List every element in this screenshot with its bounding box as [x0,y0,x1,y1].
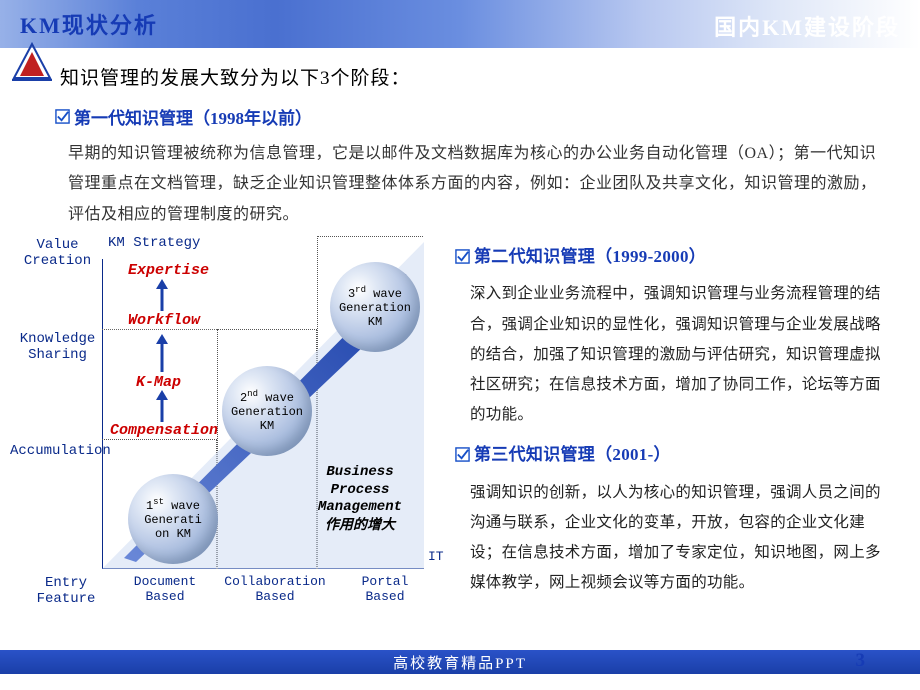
section-body-g1: 早期的知识管理被统称为信息管理，它是以邮件及文档数据库为核心的办公业务自动化管理… [0,135,920,234]
entry-feature-label: EntryFeature [30,576,102,607]
sphere-3: 3rd waveGenerationKM [330,262,420,352]
check-icon [55,109,70,124]
footer-bar: 高校教育精品PPT [0,650,920,674]
x-label-collab: CollaborationBased [220,574,330,604]
check-icon [455,249,470,264]
sphere-1-text: 1st waveGeneration KM [144,497,202,541]
page-number: 3 [856,650,866,672]
check-icon [455,447,470,462]
title-left: KM现状分析 [20,8,158,40]
sphere-3-text: 3rd waveGenerationKM [339,285,411,329]
section-title-g3: 第三代知识管理（2001-） [455,438,890,471]
km-diagram: KM Strategy ValueCreation KnowledgeShari… [10,234,455,609]
section-title-g2: 第二代知识管理（1999-2000） [455,240,890,273]
bpm-label: BusinessProcessManagement作用的增大 [318,464,402,535]
two-columns: KM Strategy ValueCreation KnowledgeShari… [0,234,920,609]
footer-text: 高校教育精品PPT [393,652,527,673]
it-label: IT [428,549,444,564]
sphere-2-text: 2nd waveGenerationKM [231,389,303,433]
y-label-knowledge: KnowledgeSharing [15,332,100,363]
y-label-accum: Accumulation [10,444,100,459]
intro-text: 知识管理的发展大致分为以下3个阶段： [0,48,920,98]
section-title-g1: 第一代知识管理（1998年以前） [55,104,920,129]
section-body-g3: 强调知识的创新，以人为核心的知识管理，强调人员之间的沟通与联系，企业文化的变革，… [470,478,890,599]
slide-header: KM现状分析 国内KM建设阶段 [0,0,920,48]
section-title-text: 第二代知识管理（1999-2000） [474,240,706,273]
right-column: 第二代知识管理（1999-2000） 深入到企业业务流程中，强调知识管理与业务流… [455,234,920,609]
x-label-portal: PortalBased [340,574,430,604]
x-label-doc: DocumentBased [120,574,210,604]
sphere-2: 2nd waveGenerationKM [222,366,312,456]
section-title-text: 第一代知识管理（1998年以前） [74,104,312,129]
y-label-value: ValueCreation [15,238,100,269]
title-right: 国内KM建设阶段 [714,10,900,42]
section-body-g2: 深入到企业业务流程中，强调知识管理与业务流程管理的结合，强调企业知识的显性化，强… [470,279,890,430]
sphere-1: 1st waveGeneration KM [128,474,218,564]
section-title-text: 第三代知识管理（2001-） [474,438,671,471]
logo-icon [8,38,56,86]
